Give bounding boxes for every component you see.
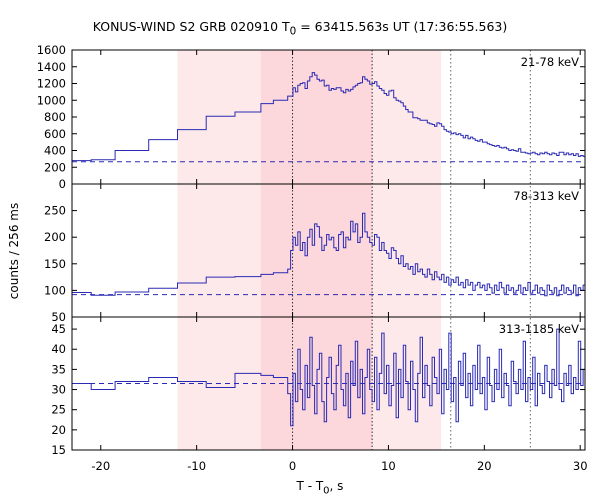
chart-title: KONUS-WIND S2 GRB 020910 T0 = 63415.563s… <box>92 19 508 38</box>
y-tick-label: 100 <box>44 283 66 297</box>
x-tick-label: 10 <box>381 459 396 473</box>
y-tick-label: 1000 <box>37 93 66 107</box>
y-tick-label: 25 <box>51 403 66 417</box>
y-tick-label: 45 <box>51 322 66 336</box>
y-tick-label: 200 <box>44 160 66 174</box>
y-tick-label: 15 <box>51 443 66 457</box>
y-tick-label: 30 <box>51 383 66 397</box>
panel-3: 15 20 25 30 35 40 45 313-1185 keV <box>51 316 586 457</box>
y-tick-label: 250 <box>44 204 66 218</box>
y-tick-label: 50 <box>51 310 66 324</box>
y-tick-label: 200 <box>44 230 66 244</box>
count-rate-series <box>72 328 585 427</box>
x-tick-label: 0 <box>289 459 296 473</box>
x-axis-label: T - T0, s <box>296 479 344 497</box>
y-tick-label: 150 <box>44 257 66 271</box>
y-tick-label: 40 <box>51 342 66 356</box>
y-tick-label: 400 <box>44 144 66 158</box>
y-tick-label: 600 <box>44 127 66 141</box>
energy-band-label: 78-313 keV <box>513 189 579 203</box>
y-tick-label: 20 <box>51 423 66 437</box>
x-tick-label: -20 <box>91 459 110 473</box>
energy-band-label: 313-1185 keV <box>499 322 579 336</box>
y-tick-label: 800 <box>44 110 66 124</box>
x-tick-label: -10 <box>187 459 206 473</box>
y-tick-label: 1200 <box>37 77 66 91</box>
x-tick-label: 20 <box>477 459 492 473</box>
energy-band-label: 21-78 keV <box>521 55 579 69</box>
x-tick-label: 30 <box>573 459 588 473</box>
panel-2: 50 100 150 200 250 78-313 keV <box>44 183 586 324</box>
y-tick-label: 35 <box>51 362 66 376</box>
panel-frame <box>71 316 586 451</box>
count-rate-series <box>72 72 585 162</box>
y-tick-label: 0 <box>59 177 66 191</box>
y-tick-label: 1400 <box>37 60 66 74</box>
count-rate-series <box>72 212 585 297</box>
y-tick-label: 1600 <box>37 43 66 57</box>
panel-1: 0 200 400 600 800 1000 1200 1400 1600 21-78 keV <box>37 43 586 191</box>
